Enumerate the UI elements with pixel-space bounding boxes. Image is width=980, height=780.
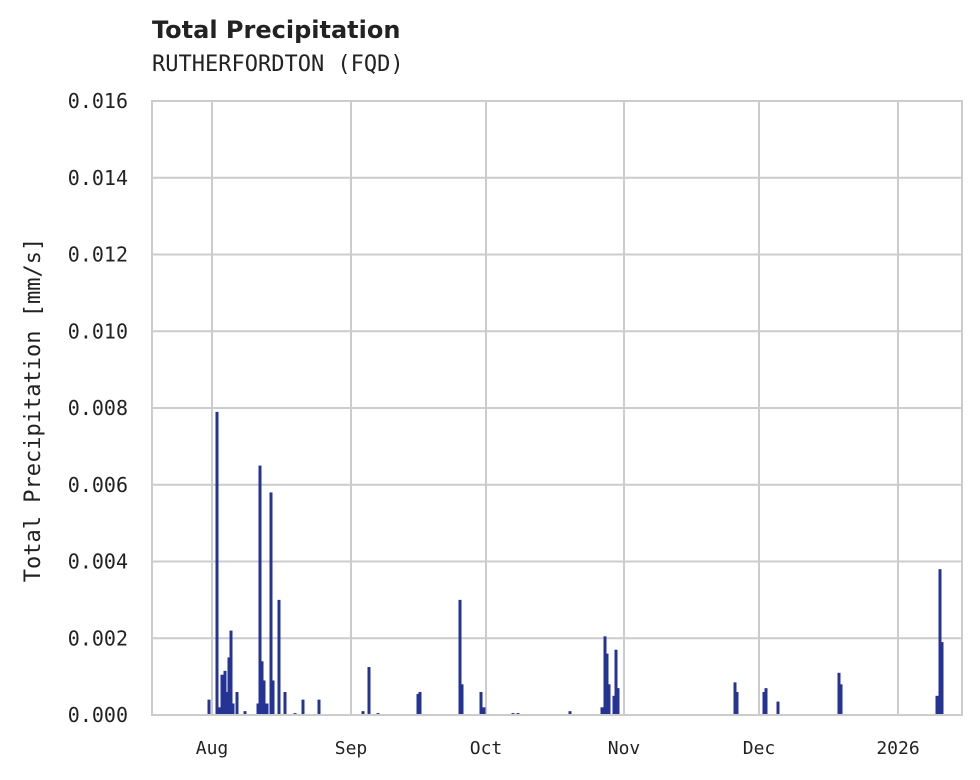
- precipitation-bar: [223, 670, 227, 715]
- x-tick-label: Nov: [608, 738, 641, 759]
- precipitation-bar: [607, 684, 611, 715]
- x-axis-ticks: Aug Sep Oct Nov Dec 2026: [196, 738, 920, 759]
- y-tick-label: 0.002: [68, 626, 128, 650]
- precipitation-bar: [762, 691, 766, 715]
- plot-frame: [151, 100, 963, 716]
- precipitation-bar: [735, 691, 739, 715]
- precipitation-bar: [317, 699, 321, 715]
- precipitation-bar: [935, 695, 939, 715]
- x-tick-label: Oct: [470, 738, 503, 759]
- precipitation-bar: [218, 707, 222, 715]
- precipitation-bar: [361, 711, 365, 715]
- precipitation-bar: [301, 699, 305, 715]
- precipitation-bar: [207, 699, 211, 715]
- precipitation-bar: [482, 707, 486, 715]
- precipitation-bar: [229, 630, 233, 715]
- y-tick-label: 0.012: [68, 243, 128, 267]
- precipitation-bar: [416, 693, 420, 715]
- precipitation-bar: [256, 703, 260, 715]
- chart-subtitle: RUTHERFORDTON (FQD): [152, 52, 404, 77]
- precipitation-bar: [215, 411, 219, 715]
- precipitation-bar: [479, 691, 483, 715]
- precipitation-bar: [243, 711, 247, 715]
- precipitation-bar: [231, 703, 235, 715]
- precipitation-bar: [776, 701, 780, 715]
- precipitation-bar: [258, 465, 262, 715]
- precipitation-bars: [207, 411, 944, 715]
- precipitation-bar: [614, 649, 618, 715]
- precipitation-bar: [603, 636, 607, 715]
- precipitation-bar: [277, 599, 281, 715]
- precipitation-bar: [235, 691, 239, 715]
- precipitation-bar: [612, 695, 616, 715]
- precipitation-bar: [605, 653, 609, 715]
- precipitation-bar: [220, 674, 224, 715]
- precipitation-bar: [458, 599, 462, 715]
- x-tick-label: 2026: [876, 738, 919, 759]
- precipitation-bar: [839, 684, 843, 715]
- precipitation-bar: [265, 703, 269, 715]
- x-tick-label: Sep: [335, 738, 368, 759]
- precipitation-bar: [271, 680, 275, 715]
- precipitation-bar: [616, 688, 620, 715]
- precipitation-bar: [938, 569, 942, 715]
- precipitation-bar: [460, 684, 464, 715]
- precipitation-bar: [227, 657, 231, 715]
- precipitation-bar: [940, 642, 944, 715]
- x-tick-label: Aug: [196, 738, 229, 759]
- precipitation-bar: [568, 711, 572, 715]
- chart-title: Total Precipitation: [152, 16, 401, 44]
- precipitation-bar: [367, 667, 371, 715]
- y-tick-label: 0.000: [68, 703, 128, 727]
- precipitation-bar: [262, 680, 266, 715]
- y-tick-label: 0.008: [68, 396, 128, 420]
- precipitation-bar: [764, 688, 768, 715]
- y-tick-label: 0.006: [68, 473, 128, 497]
- precipitation-bar: [269, 492, 273, 715]
- y-tick-label: 0.010: [68, 319, 128, 343]
- precipitation-bar: [283, 691, 287, 715]
- y-axis-ticks: 0.000 0.002 0.004 0.006 0.008 0.010 0.012 0.014…: [68, 89, 128, 727]
- y-tick-label: 0.014: [68, 166, 128, 190]
- precipitation-bar: [418, 691, 422, 715]
- grid-lines: [152, 100, 962, 716]
- precipitation-bar: [260, 661, 264, 715]
- precipitation-bar: [837, 672, 841, 715]
- y-tick-label: 0.016: [68, 89, 128, 113]
- y-tick-label: 0.004: [68, 550, 128, 574]
- precipitation-bar: [600, 707, 604, 715]
- x-tick-label: Dec: [743, 738, 776, 759]
- precipitation-bar: [733, 682, 737, 715]
- y-axis-label: Total Precipitation [mm/s]: [21, 238, 46, 582]
